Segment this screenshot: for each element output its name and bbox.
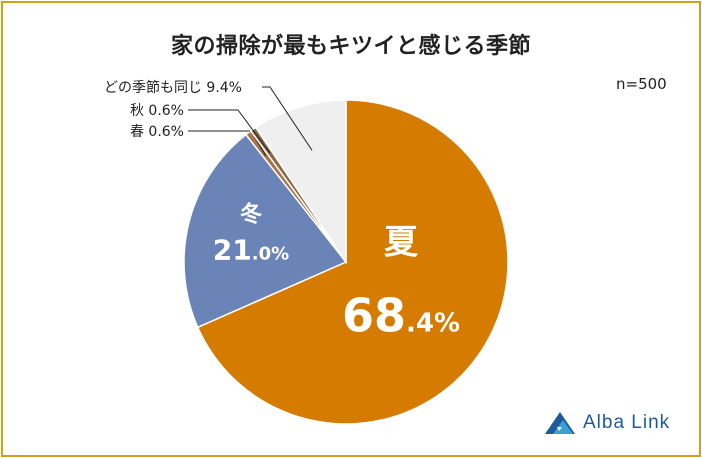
callout-label-2: 春 0.6%: [130, 124, 184, 140]
slice-value-winter: 21.0%: [213, 234, 289, 267]
callout-line-3: [188, 109, 271, 154]
pie-slice-0: [196, 99, 509, 425]
callout-label-3: 秋 0.6%: [130, 103, 184, 119]
pie-slice-4: [254, 99, 347, 265]
slice-label-summer: 夏: [384, 223, 419, 263]
logo-text: Alba Link: [583, 412, 671, 433]
alba-link-logo-icon: [545, 412, 575, 434]
pie-slice-1: [183, 133, 348, 329]
alba-link-logo: Alba Link: [543, 410, 670, 436]
callout-line-4: [262, 86, 313, 151]
chart-title: 家の掃除が最もキツイと感じる季節: [170, 34, 531, 59]
slice-label-winter: 冬: [240, 202, 262, 228]
callout-label-4: どの季節も同じ 9.4%: [104, 79, 242, 96]
sample-size-label: n=500: [616, 75, 667, 93]
slice-value-summer: 68.4%: [342, 289, 460, 343]
